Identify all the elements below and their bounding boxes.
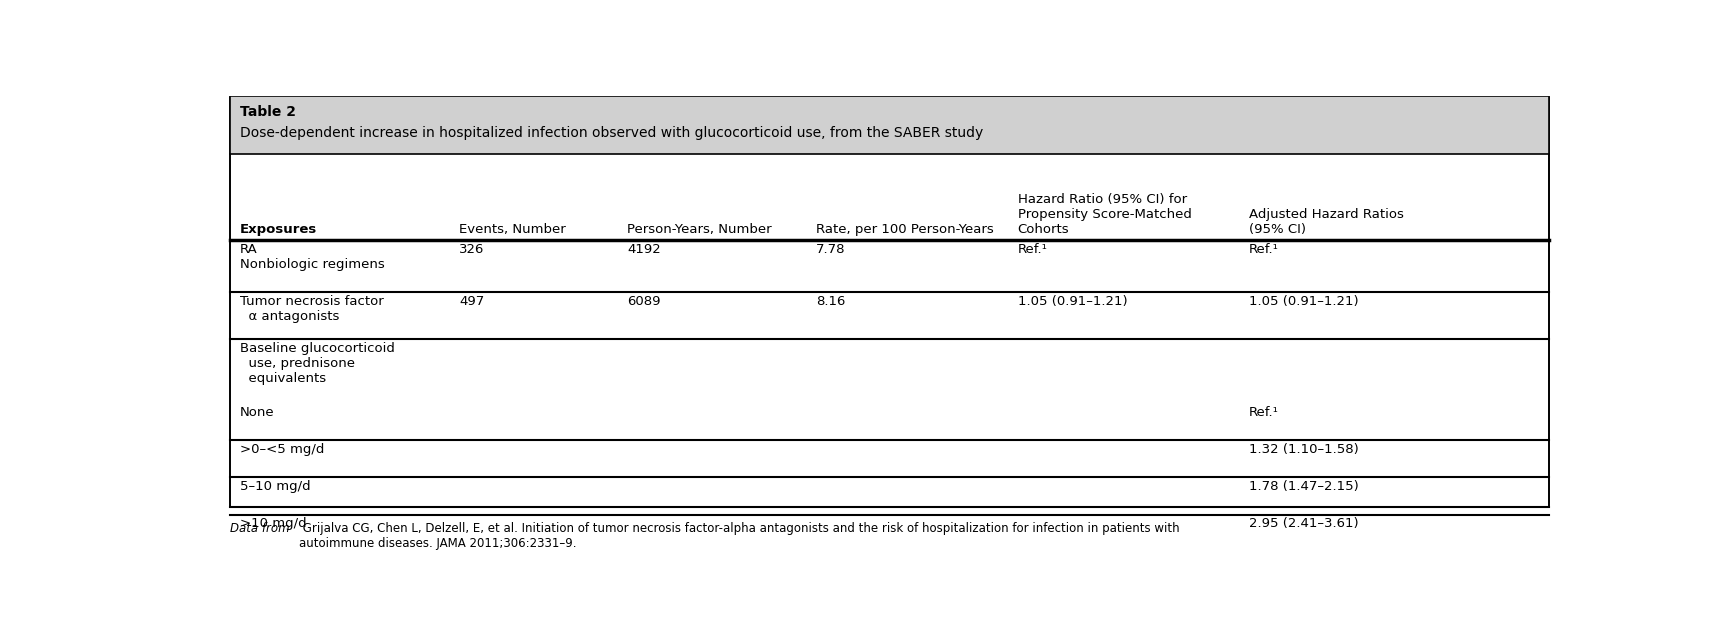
Text: None: None: [240, 406, 274, 419]
Text: 1.32 (1.10–1.58): 1.32 (1.10–1.58): [1248, 444, 1359, 456]
Text: Data from: Data from: [231, 522, 290, 535]
Text: Tumor necrosis factor
  α antagonists: Tumor necrosis factor α antagonists: [240, 295, 384, 323]
Text: Ref.¹: Ref.¹: [1248, 406, 1279, 419]
Text: Dose-dependent increase in hospitalized infection observed with glucocorticoid u: Dose-dependent increase in hospitalized …: [240, 126, 983, 141]
Text: 326: 326: [458, 243, 484, 256]
Text: Exposures: Exposures: [240, 223, 318, 236]
Text: Baseline glucocorticoid
  use, prednisone
  equivalents: Baseline glucocorticoid use, prednisone …: [240, 342, 394, 385]
Text: 1.05 (0.91–1.21): 1.05 (0.91–1.21): [1017, 295, 1127, 308]
Text: 497: 497: [458, 295, 484, 308]
Text: Events, Number: Events, Number: [458, 223, 566, 236]
Text: Grijalva CG, Chen L, Delzell, E, et al. Initiation of tumor necrosis factor-alph: Grijalva CG, Chen L, Delzell, E, et al. …: [299, 522, 1180, 550]
Text: Adjusted Hazard Ratios
(95% CI): Adjusted Hazard Ratios (95% CI): [1248, 208, 1404, 236]
Text: 4192: 4192: [627, 243, 661, 256]
Text: RA
Nonbiologic regimens: RA Nonbiologic regimens: [240, 243, 385, 271]
Text: >10 mg/d: >10 mg/d: [240, 517, 307, 530]
Bar: [231, 97, 1549, 507]
Text: 5–10 mg/d: 5–10 mg/d: [240, 480, 311, 494]
Text: 2.95 (2.41–3.61): 2.95 (2.41–3.61): [1248, 517, 1359, 530]
Text: Rate, per 100 Person-Years: Rate, per 100 Person-Years: [816, 223, 993, 236]
Text: 6089: 6089: [627, 295, 661, 308]
Text: 7.78: 7.78: [816, 243, 845, 256]
Text: 8.16: 8.16: [816, 295, 845, 308]
Text: Person-Years, Number: Person-Years, Number: [627, 223, 773, 236]
Text: Hazard Ratio (95% CI) for
Propensity Score-Matched
Cohorts: Hazard Ratio (95% CI) for Propensity Sco…: [1017, 193, 1191, 236]
Text: Table 2: Table 2: [240, 105, 295, 119]
Text: Ref.¹: Ref.¹: [1248, 243, 1279, 256]
Bar: [231, 97, 1549, 153]
Text: >0–<5 mg/d: >0–<5 mg/d: [240, 444, 325, 456]
Text: 1.78 (1.47–2.15): 1.78 (1.47–2.15): [1248, 480, 1359, 494]
Text: Ref.¹: Ref.¹: [1017, 243, 1047, 256]
Text: 1.05 (0.91–1.21): 1.05 (0.91–1.21): [1248, 295, 1359, 308]
